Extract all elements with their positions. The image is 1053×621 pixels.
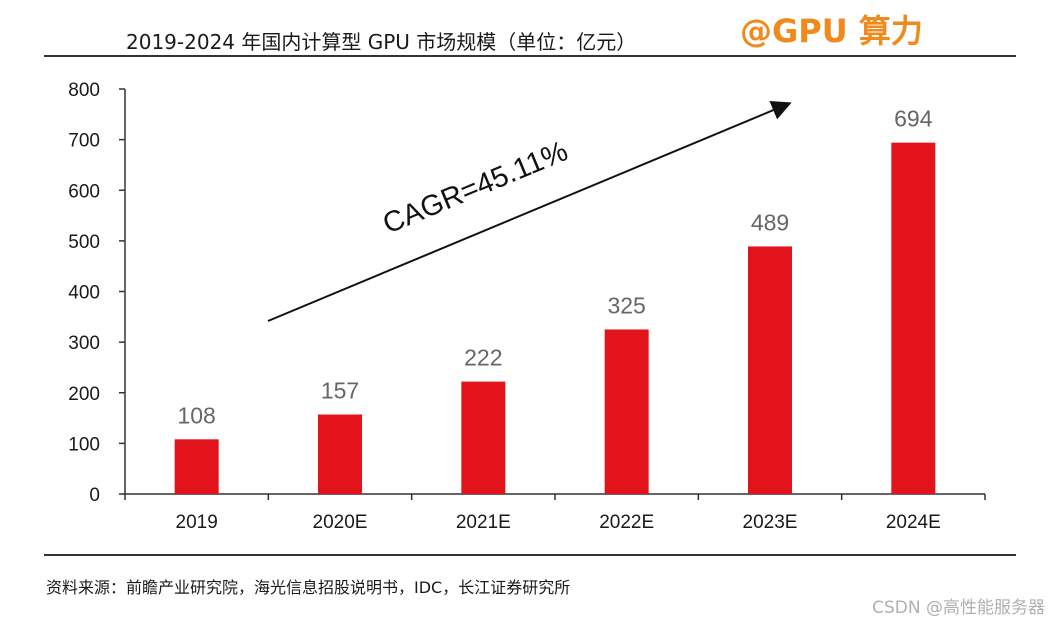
bar-2022E	[604, 329, 649, 494]
x-category-label: 2024E	[886, 512, 941, 533]
bar-2020E	[318, 414, 362, 494]
data-labels: 108 157 222 325 489 694	[177, 106, 932, 429]
y-tick-label: 200	[68, 384, 100, 405]
x-category-label: 2020E	[313, 512, 368, 533]
bar-2019	[174, 439, 219, 494]
bar-2023E	[748, 246, 792, 494]
y-tick-label: 0	[89, 485, 100, 506]
cagr-arrow	[267, 100, 792, 322]
x-category-label: 2021E	[456, 512, 511, 533]
data-label-2019: 108	[177, 402, 215, 428]
data-label-2024E: 694	[894, 106, 933, 132]
y-tick-label: 700	[68, 131, 100, 152]
y-tick-label: 400	[68, 283, 100, 304]
data-label-2022E: 325	[607, 292, 645, 318]
x-category-label: 2022E	[599, 512, 654, 533]
y-tick-label: 500	[68, 232, 100, 253]
x-category-label: 2019	[176, 512, 218, 533]
cagr-annotation: CAGR=45.11%	[378, 135, 572, 240]
x-category-label: 2023E	[743, 512, 798, 533]
bar-2024E	[891, 142, 936, 494]
bars	[174, 142, 936, 494]
data-label-2021E: 222	[464, 345, 502, 371]
csdn-watermark: CSDN @高性能服务器	[872, 598, 1045, 618]
x-axis: 2019 2020E 2021E 2022E 2023E 2024E	[124, 493, 986, 533]
top-divider	[44, 55, 1016, 57]
bar-2021E	[461, 381, 506, 494]
data-label-2023E: 489	[751, 209, 789, 235]
y-tick-label: 800	[68, 80, 100, 101]
y-axis: 0 100 200 300 400 500 600 700 800	[68, 80, 126, 506]
data-label-2020E: 157	[321, 378, 359, 404]
y-tick-label: 300	[68, 333, 100, 354]
source-note: 资料来源：前瞻产业研究院，海光信息招股说明书，IDC，长江证券研究所	[46, 578, 571, 597]
brand-watermark: @GPU 算力	[740, 12, 923, 50]
bottom-divider	[44, 554, 1016, 556]
y-tick-label: 100	[68, 434, 100, 455]
y-tick-label: 600	[68, 181, 100, 202]
chart-title: 2019-2024 年国内计算型 GPU 市场规模（单位：亿元）	[126, 30, 637, 54]
